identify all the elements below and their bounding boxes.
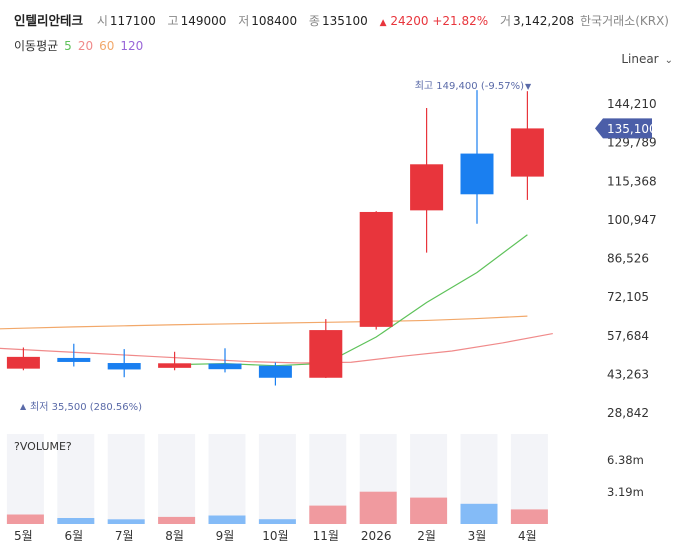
last-price-badge [595, 118, 652, 139]
ma20-legend[interactable]: 20 [77, 39, 94, 53]
scale-label: Linear [621, 52, 659, 66]
y-tick-label: 86,526 [607, 252, 649, 266]
volume-column-bg [410, 434, 448, 524]
volume-column-bg [460, 434, 498, 524]
x-tick-label: 2026 [361, 529, 392, 543]
candle-body [309, 330, 343, 378]
low-value: 108400 [251, 14, 298, 28]
volume-bar [57, 518, 95, 524]
close-label: 종 [308, 14, 320, 28]
ma60-legend[interactable]: 60 [99, 39, 115, 53]
y-tick-label: 100,947 [607, 213, 657, 227]
volume-bar [158, 516, 196, 524]
volume-column-bg [309, 434, 347, 524]
x-tick-label: 4월 [518, 529, 537, 543]
x-tick-label: 8월 [165, 529, 184, 543]
last-price-label: 135,100 [607, 122, 657, 136]
y-tick-label: 43,263 [607, 367, 649, 381]
volume-value: 3,142,208 [513, 14, 575, 28]
candle-body [57, 357, 91, 362]
volume-tick-label: 6.38m [607, 453, 644, 467]
up-arrow-icon: ▲ [379, 18, 387, 28]
stock-name[interactable]: 인텔리안테크 [14, 13, 84, 28]
low-label: 저 [238, 14, 250, 28]
y-tick-label: 129,789 [607, 136, 657, 150]
candle-body [258, 365, 292, 378]
ma-label: 이동평균 [14, 39, 59, 53]
candle-body [410, 164, 444, 211]
candle-body [208, 363, 242, 370]
high-annotation: 최고 149,400 (-9.57%) [415, 80, 524, 92]
candle-body [359, 211, 393, 327]
volume-bar [309, 505, 347, 524]
volume-column-bg [158, 434, 196, 524]
open-label: 시 [96, 14, 108, 28]
chevron-down-icon: ⌄ [664, 55, 673, 66]
high-value: 149000 [180, 14, 227, 28]
volume-tick-label: 3.19m [607, 485, 644, 499]
close-value: 135100 [321, 14, 368, 28]
volume-column-bg [258, 434, 296, 524]
volume-column-bg [510, 434, 548, 524]
exchange-label: 한국거래소(KRX) [580, 14, 669, 28]
y-tick-label: 28,842 [607, 406, 649, 420]
low-annotation: 최저 35,500 (280.56%) [30, 401, 142, 413]
ma5-legend[interactable]: 5 [64, 39, 72, 53]
volume-bar [410, 497, 448, 524]
low-marker-icon: ▲ [20, 402, 27, 411]
x-tick-label: 10월 [262, 529, 288, 543]
volume-column-bg [208, 434, 246, 524]
ma60-line [0, 315, 528, 330]
high-label: 고 [167, 14, 179, 28]
change-value: ▲ 24200 +21.82% [379, 14, 489, 28]
x-tick-label: 9월 [216, 529, 235, 543]
volume-bar [510, 509, 548, 524]
y-tick-label: 144,210 [607, 97, 657, 111]
change-percent: +21.82% [432, 14, 489, 28]
candle-body [6, 356, 40, 369]
volume-bar [208, 515, 246, 524]
volume-label: 거 [500, 14, 512, 28]
x-tick-label: 2월 [417, 529, 436, 543]
volume-column-bg [57, 434, 95, 524]
x-tick-label: 5월 [14, 529, 33, 543]
y-tick-label: 115,368 [607, 174, 657, 188]
candle-body [158, 363, 192, 368]
x-tick-label: 3월 [468, 529, 487, 543]
candle-body [460, 153, 494, 195]
scale-selector[interactable]: Linear ⌄ [621, 52, 673, 66]
volume-bar [359, 491, 397, 524]
candle-body [510, 128, 544, 177]
candle-body [107, 363, 141, 370]
x-tick-label: 6월 [64, 529, 83, 543]
volume-bar [258, 519, 296, 524]
volume-bar [460, 503, 498, 524]
y-tick-label: 72,105 [607, 290, 649, 304]
x-tick-label: 7월 [115, 529, 134, 543]
x-tick-label: 11월 [313, 529, 339, 543]
volume-bar [107, 519, 145, 524]
y-tick-label: 57,684 [607, 329, 649, 343]
ma120-legend[interactable]: 120 [120, 39, 144, 53]
open-value: 117100 [109, 14, 156, 28]
price-header: 인텔리안테크 시 117100 고 149000 저 108400 종 135100 ▲… [14, 10, 582, 29]
high-marker-icon: ▼ [525, 82, 532, 91]
volume-panel-label: ?VOLUME? [14, 440, 72, 453]
ma5-line [174, 234, 528, 367]
volume-column-bg [359, 434, 397, 524]
volume-column-bg [107, 434, 145, 524]
ma20-line [0, 332, 553, 364]
volume-bar [6, 514, 44, 524]
volume-column-bg [6, 434, 44, 524]
moving-average-legend[interactable]: 이동평균 5 20 60 120 [14, 37, 149, 54]
